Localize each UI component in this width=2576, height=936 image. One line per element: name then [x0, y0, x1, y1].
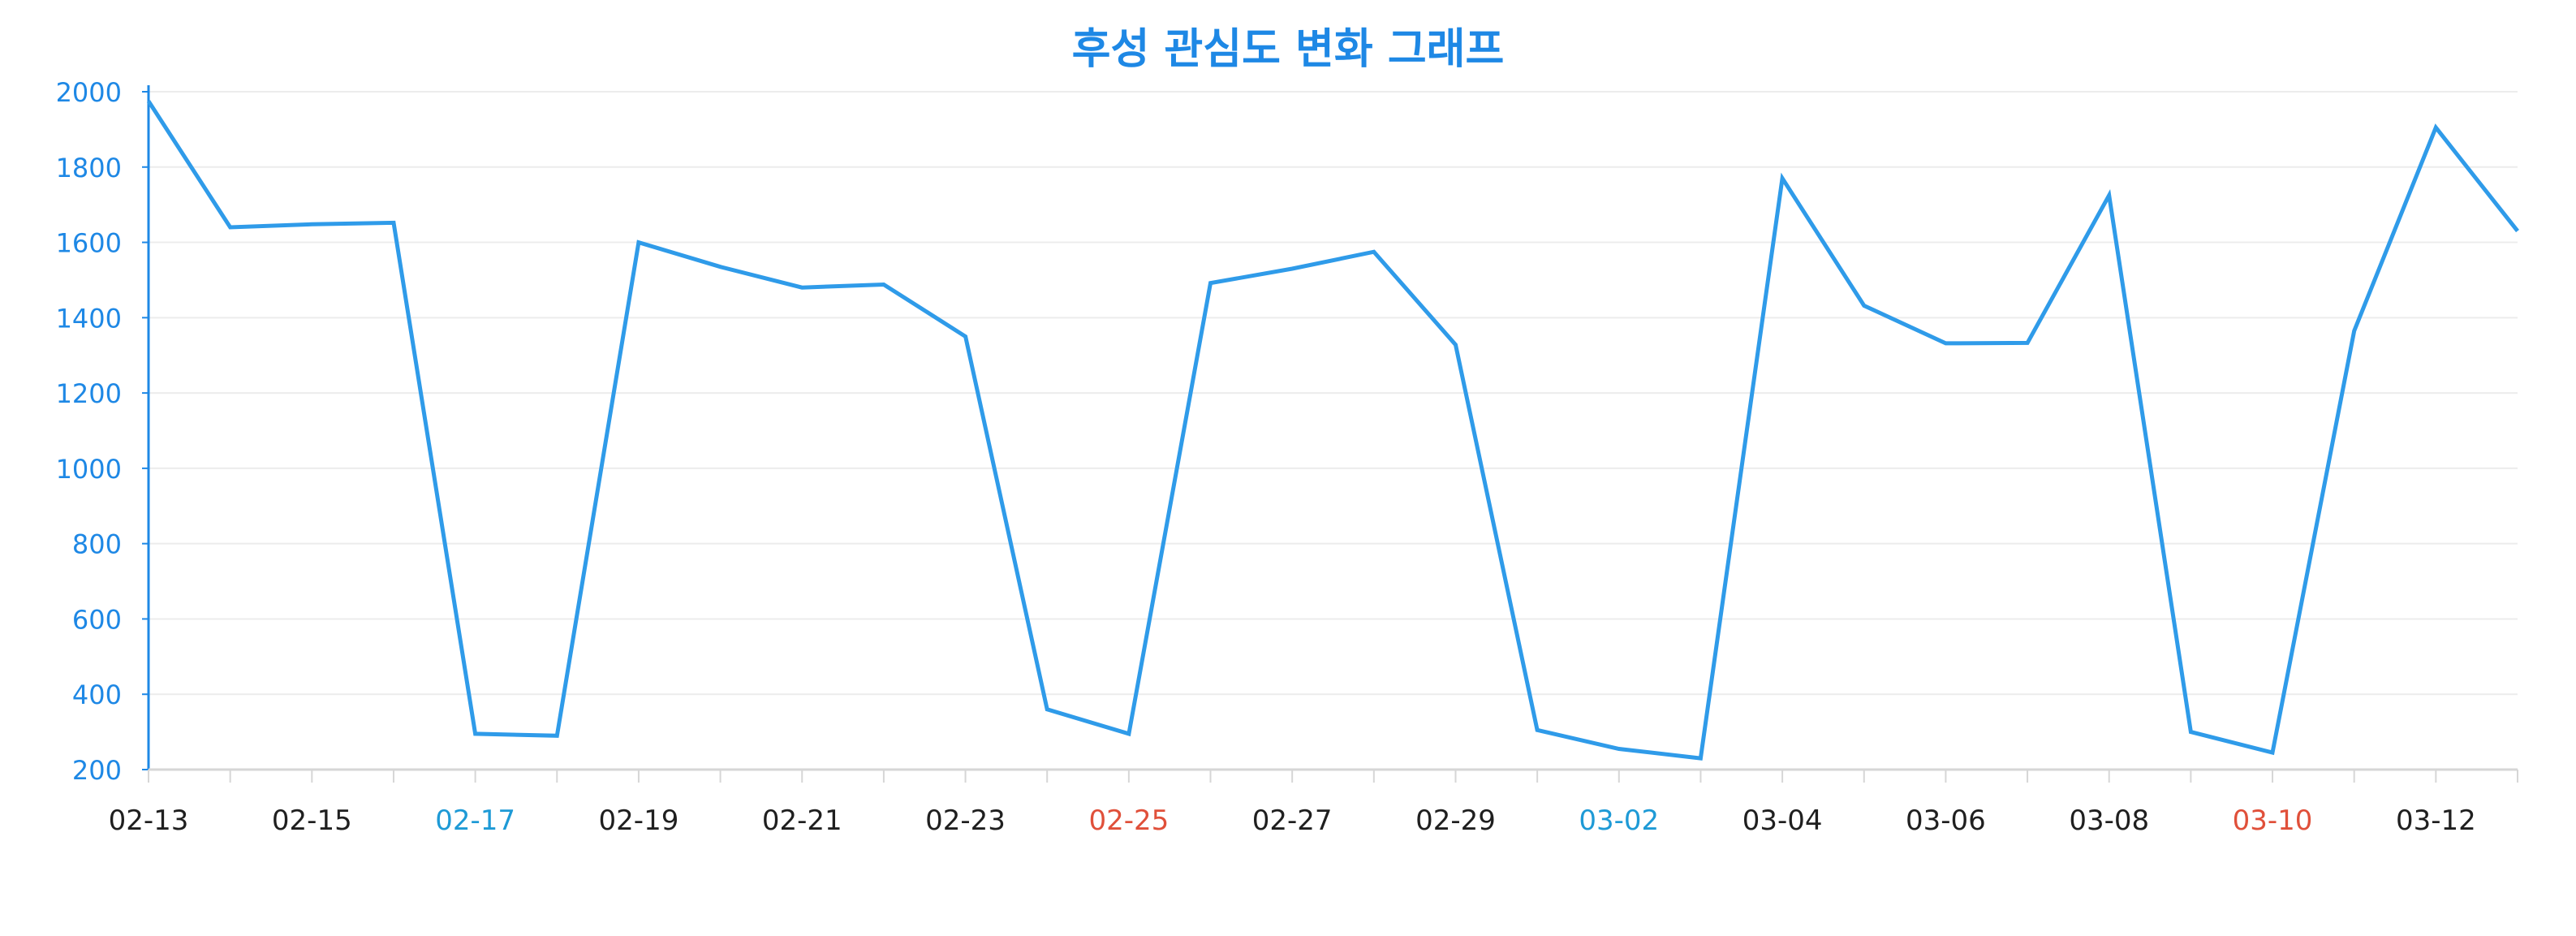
- x-axis: 02-13 02-15 02-17 02-19 02-21 02-23 02-25 02-27…: [109, 770, 2518, 837]
- y-tick-label: 800: [72, 529, 122, 560]
- y-tick-label: 1600: [56, 228, 122, 259]
- series-layer: [149, 101, 2518, 759]
- y-tick-label: 1800: [56, 153, 122, 183]
- y-tick-label: 400: [72, 679, 122, 710]
- chart-title: 후성 관심도 변화 그래프: [1072, 25, 1505, 74]
- x-tick-label: 03-10: [2233, 804, 2313, 837]
- x-tick-label: 03-02: [1579, 804, 1659, 837]
- y-tick-label: 600: [72, 604, 122, 635]
- y-tick-label: 2000: [56, 77, 122, 108]
- x-tick-label: 03-04: [1742, 804, 1823, 837]
- x-tick-label: 02-15: [272, 804, 352, 837]
- grid-lines: [149, 92, 2518, 694]
- y-tick-label: 1000: [56, 454, 122, 485]
- x-tick-label: 02-17: [435, 804, 515, 837]
- series-line: [149, 101, 2518, 759]
- y-tick-label: 200: [72, 755, 122, 786]
- x-tick-label: 02-27: [1252, 804, 1333, 837]
- x-tick-label: 02-23: [925, 804, 1006, 837]
- y-tick-label: 1400: [56, 303, 122, 334]
- x-tick-label: 02-19: [599, 804, 679, 837]
- x-tick-label: 03-08: [2069, 804, 2149, 837]
- x-tick-label: 02-25: [1088, 804, 1169, 837]
- x-tick-label: 02-13: [109, 804, 189, 837]
- x-tick-label: 02-29: [1415, 804, 1496, 837]
- x-tick-label: 03-06: [1906, 804, 1986, 837]
- y-tick-label: 1200: [56, 378, 122, 409]
- x-tick-label: 02-21: [762, 804, 842, 837]
- y-axis: 200 400 600 800 1000 1200 1400 1600 1800 2000: [56, 77, 149, 786]
- x-tick-label: 03-12: [2396, 804, 2476, 837]
